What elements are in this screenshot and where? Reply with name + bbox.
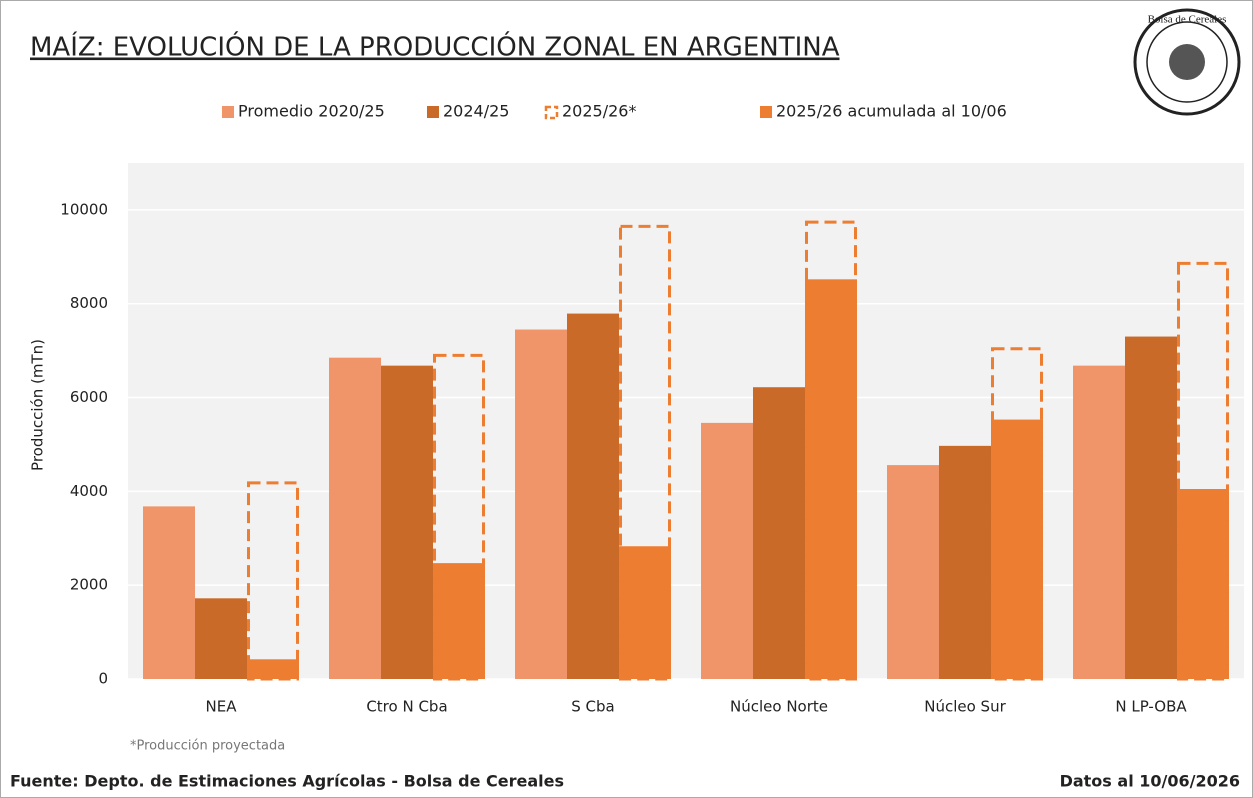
bar xyxy=(887,465,939,679)
bar xyxy=(329,357,381,679)
legend-swatch xyxy=(544,105,559,120)
y-tick-label: 8000 xyxy=(70,294,108,312)
y-tick-label: 10000 xyxy=(60,200,108,218)
y-tick-label: 0 xyxy=(98,670,108,688)
x-tick-label: Ctro N Cba xyxy=(366,698,447,716)
y-tick-label: 2000 xyxy=(70,576,108,594)
chart-title: MAÍZ: EVOLUCIÓN DE LA PRODUCCIÓN ZONAL E… xyxy=(30,31,840,63)
y-axis-label: Producción (mTn) xyxy=(29,339,47,471)
plot-area xyxy=(128,163,1244,679)
bar xyxy=(515,329,567,679)
bar xyxy=(247,659,299,679)
legend-label: 2025/26* xyxy=(562,102,636,121)
legend-swatch xyxy=(222,106,234,118)
bar xyxy=(619,546,671,679)
legend-swatch xyxy=(760,106,772,118)
logo-text: Bolsa de Cereales xyxy=(1148,14,1227,26)
bar xyxy=(939,445,991,679)
bar xyxy=(1125,336,1177,679)
bar xyxy=(433,563,485,679)
date-note: Datos al 10/06/2026 xyxy=(1060,772,1240,791)
legend-label: Promedio 2020/25 xyxy=(238,102,385,121)
logo: Bolsa de Cereales xyxy=(1133,8,1241,116)
bar xyxy=(1073,365,1125,679)
source: Fuente: Depto. de Estimaciones Agrícolas… xyxy=(10,772,564,791)
y-tick-label: 6000 xyxy=(70,388,108,406)
bar xyxy=(991,419,1043,679)
legend-swatch xyxy=(427,106,439,118)
bar-outline xyxy=(619,224,671,681)
footnote: *Producción proyectada xyxy=(130,739,285,754)
bar-outline xyxy=(1177,261,1229,681)
bar-outline xyxy=(433,353,485,681)
x-tick-label: Núcleo Sur xyxy=(924,698,1006,716)
bar xyxy=(143,506,195,679)
bar xyxy=(381,365,433,679)
legend-label: 2024/25 xyxy=(443,102,509,121)
bar xyxy=(753,387,805,679)
x-tick-label: S Cba xyxy=(571,698,614,716)
bar-outline xyxy=(991,347,1043,681)
bar-outline xyxy=(247,481,299,681)
bar xyxy=(805,279,857,679)
x-tick-label: N LP-OBA xyxy=(1115,698,1187,716)
legend-label: 2025/26 acumulada al 10/06 xyxy=(776,102,1007,121)
bar xyxy=(195,598,247,679)
y-tick-label: 4000 xyxy=(70,482,108,500)
bar xyxy=(567,313,619,679)
bar-outline xyxy=(805,220,857,681)
x-tick-label: NEA xyxy=(206,698,238,716)
bar xyxy=(1177,489,1229,679)
x-tick-label: Núcleo Norte xyxy=(730,698,828,716)
bar xyxy=(701,422,753,679)
